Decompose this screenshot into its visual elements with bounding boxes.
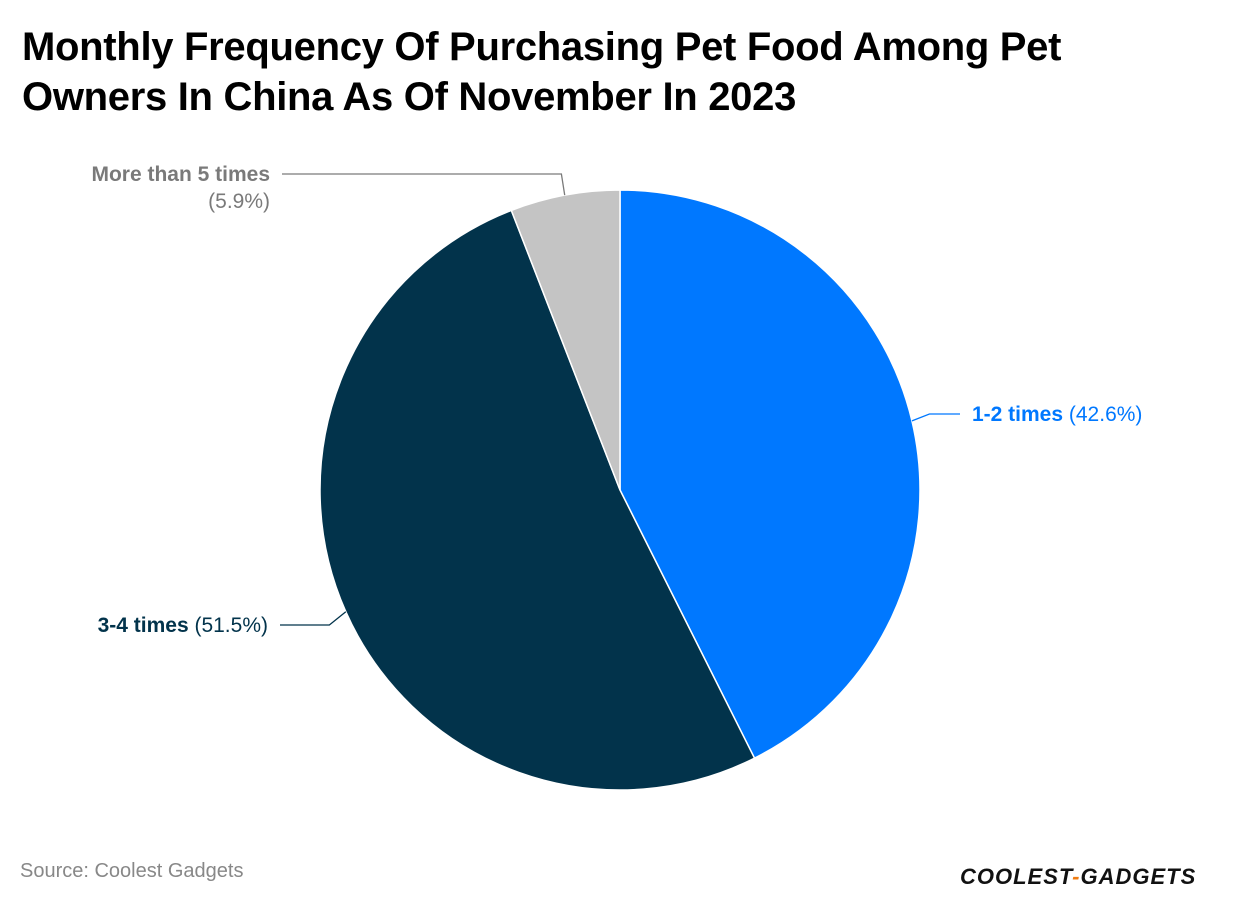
slice-label-3-4-times: 3-4 times (51.5%): [98, 614, 268, 637]
logo-text-right: GADGETS: [1080, 864, 1197, 889]
pie-slice-more-than-5-times: [510, 189, 621, 491]
brand-logo: COOLEST-GADGETS: [960, 864, 1196, 890]
pie-labels: 1-2 times (42.6%) 3-4 times (51.5%) More t…: [91, 163, 1142, 637]
slice-label-value: (42.6%): [1063, 403, 1142, 426]
leader-line-1-2-times: [911, 413, 960, 422]
slice-label-name: 1-2 times: [972, 403, 1063, 426]
leader-line-3-4-times: [280, 611, 347, 626]
pie-slices: [319, 189, 921, 791]
slice-label-value: (51.5%): [189, 614, 268, 637]
chart-title: Monthly Frequency Of Purchasing Pet Food…: [22, 25, 1062, 119]
logo-text-left: COOLEST: [960, 864, 1073, 889]
leader-line-more-than-5-times: [282, 173, 566, 196]
slice-label-name: 3-4 times: [98, 614, 189, 637]
source-note: Source: Coolest Gadgets: [20, 860, 244, 882]
slice-label-1-2-times: 1-2 times (42.6%): [972, 403, 1142, 426]
slice-value-more-than-5-times: (5.9%): [208, 190, 270, 213]
logo-dash: -: [1072, 864, 1081, 889]
pie-slice-1-2-times: [619, 189, 921, 760]
slice-label-more-than-5-times: More than 5 times: [91, 163, 270, 186]
